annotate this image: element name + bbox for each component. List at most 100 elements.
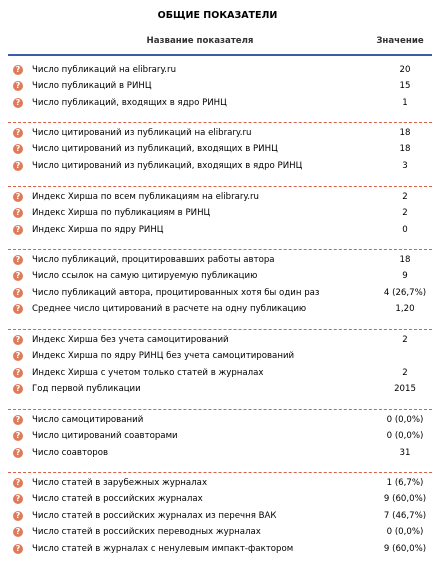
help-icon[interactable]: ? <box>13 478 23 488</box>
indicator-label: Индекс Хирша с учетом только статей в жу… <box>32 367 264 378</box>
indicator-label: Число статей в зарубежных журналах <box>32 478 208 488</box>
help-icon[interactable]: ? <box>13 287 23 298</box>
indicator-value: 0 (0,0%) <box>386 415 424 425</box>
table-row: ? Индекс Хирша по ядру РИНЦ без учета сам… <box>0 350 435 365</box>
indicator-label: Число статей в российских журналах из пе… <box>32 510 277 521</box>
indicator-label: Число статей в российских переводных жур… <box>32 527 261 538</box>
indicator-label: Число статей в журналах с ненулевым импа… <box>32 543 294 554</box>
indicator-value: 18 <box>399 128 411 138</box>
help-icon[interactable]: ? <box>13 160 23 171</box>
table-row: ? Число публикаций автора, процитированны… <box>0 287 435 302</box>
help-icon[interactable]: ? <box>13 192 23 202</box>
help-icon[interactable]: ? <box>13 543 23 554</box>
table-row: ? Число статей в журналах с ненулевым имп… <box>0 543 435 558</box>
table-row: ? Число ссылок на самую цитируемую публик… <box>0 270 435 285</box>
table-row: ? Индекс Хирша без учета самоцитирований 2 <box>0 334 435 349</box>
indicator-label: Индекс Хирша по ядру РИНЦ <box>32 224 164 235</box>
indicator-value: 9 <box>402 271 408 282</box>
table-header: Название показателя Значение <box>0 34 435 50</box>
indicator-label: Число публикаций, входящих в ядро РИНЦ <box>32 97 227 108</box>
indicator-label: Число цитирований соавторами <box>32 431 178 442</box>
indicator-label: Число публикаций, процитировавших работы… <box>32 255 275 265</box>
indicator-label: Число соавторов <box>32 447 109 458</box>
indicator-value: 1,20 <box>395 304 415 315</box>
help-icon[interactable]: ? <box>13 97 23 108</box>
table-row: ? Число самоцитирований 0 (0,0%) <box>0 414 435 429</box>
column-header-name: Название показателя <box>146 36 254 46</box>
table-row: ? Число статей в российских журналах из п… <box>0 510 435 525</box>
indicator-label: Число самоцитирований <box>32 415 144 425</box>
help-icon[interactable]: ? <box>13 208 23 219</box>
indicator-label: Число ссылок на самую цитируемую публика… <box>32 271 258 282</box>
indicator-value: 2 <box>402 335 408 345</box>
table-row: ? Год первой публикации 2015 <box>0 383 435 398</box>
help-icon[interactable]: ? <box>13 351 23 362</box>
indicator-value: 0 (0,0%) <box>386 527 424 538</box>
help-icon[interactable]: ? <box>13 81 23 92</box>
help-icon[interactable]: ? <box>13 431 23 442</box>
indicator-value: 2 <box>402 367 408 378</box>
indicator-value: 2 <box>402 208 408 219</box>
indicator-value: 31 <box>399 447 411 458</box>
table-row: ? Среднее число цитирований в расчете на … <box>0 303 435 318</box>
column-header-value: Значение <box>376 36 424 46</box>
indicator-label: Среднее число цитирований в расчете на о… <box>32 304 307 315</box>
table-row: ? Число цитирований из публикаций на elib… <box>0 127 435 142</box>
help-icon[interactable]: ? <box>13 494 23 505</box>
indicator-label: Число цитирований из публикаций, входящи… <box>32 144 278 155</box>
table-row: ? Число статей в российских переводных жу… <box>0 526 435 541</box>
header-divider <box>8 54 432 56</box>
help-icon[interactable]: ? <box>13 527 23 538</box>
group-separator <box>8 409 432 410</box>
indicator-value: 0 <box>402 224 408 235</box>
table-row: ? Индекс Хирша по всем публикациям на eli… <box>0 191 435 206</box>
help-icon[interactable]: ? <box>13 144 23 155</box>
indicator-label: Число статей в российских журналах <box>32 494 203 505</box>
indicator-value: 0 (0,0%) <box>386 431 424 442</box>
help-icon[interactable]: ? <box>13 447 23 458</box>
help-icon[interactable]: ? <box>13 224 23 235</box>
help-icon[interactable]: ? <box>13 367 23 378</box>
group-separator <box>8 249 432 250</box>
indicator-label: Число публикаций в РИНЦ <box>32 81 152 92</box>
table-row: ? Число публикаций, процитировавших работ… <box>0 254 435 269</box>
indicator-value: 1 (6,7%) <box>386 478 424 488</box>
table-row: ? Число публикаций, входящих в ядро РИНЦ 1 <box>0 97 435 112</box>
table-row: ? Число цитирований соавторами 0 (0,0%) <box>0 430 435 445</box>
table-row: ? Число статей в российских журналах 9 (60… <box>0 493 435 508</box>
table-row: ? Число публикаций в РИНЦ 15 <box>0 80 435 95</box>
help-icon[interactable]: ? <box>13 304 23 315</box>
indicator-value: 2 <box>402 192 408 202</box>
indicator-value: 20 <box>399 65 411 75</box>
help-icon[interactable]: ? <box>13 271 23 282</box>
indicator-label: Индекс Хирша по всем публикациям на elib… <box>32 192 260 202</box>
table-row: ? Число статей в зарубежных журналах 1 (6,… <box>0 477 435 492</box>
table-row: ? Число соавторов 31 <box>0 447 435 462</box>
indicator-label: Индекс Хирша по ядру РИНЦ без учета само… <box>32 351 295 362</box>
group-separator <box>8 329 432 330</box>
table-row: ? Индекс Хирша по публикациям в РИНЦ 2 <box>0 207 435 222</box>
page-title: ОБЩИЕ ПОКАЗАТЕЛИ <box>157 10 278 21</box>
indicator-value: 15 <box>399 81 411 92</box>
help-icon[interactable]: ? <box>13 128 23 138</box>
group-separator <box>8 472 432 473</box>
help-icon[interactable]: ? <box>13 415 23 425</box>
help-icon[interactable]: ? <box>13 384 23 395</box>
indicator-value: 4 (26,7%) <box>383 287 427 298</box>
indicator-label: Число цитирований из публикаций, входящи… <box>32 160 303 171</box>
group-separator <box>8 186 432 187</box>
indicator-value: 3 <box>402 160 408 171</box>
table-row: ? Индекс Хирша по ядру РИНЦ 0 <box>0 224 435 239</box>
help-icon[interactable]: ? <box>13 335 23 345</box>
indicator-label: Индекс Хирша по публикациям в РИНЦ <box>32 208 211 219</box>
indicator-value: 9 (60,0%) <box>383 494 427 505</box>
group-separator <box>8 122 432 123</box>
indicator-value: 18 <box>399 144 411 155</box>
indicator-label: Число публикаций автора, процитированных… <box>32 287 320 298</box>
table-row: ? Индекс Хирша с учетом только статей в ж… <box>0 367 435 382</box>
help-icon[interactable]: ? <box>13 510 23 521</box>
help-icon[interactable]: ? <box>13 255 23 265</box>
help-icon[interactable]: ? <box>13 65 23 75</box>
indicator-value: 7 (46,7%) <box>383 510 427 521</box>
indicator-label: Индекс Хирша без учета самоцитирований <box>32 335 229 345</box>
